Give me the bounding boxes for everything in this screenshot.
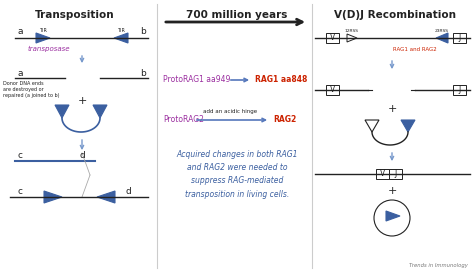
Text: J: J bbox=[459, 33, 461, 42]
Text: +: + bbox=[387, 186, 397, 196]
Text: transposase: transposase bbox=[28, 46, 71, 52]
Text: RAG1 aa848: RAG1 aa848 bbox=[255, 76, 307, 85]
Text: a: a bbox=[17, 27, 23, 36]
Text: V: V bbox=[330, 85, 336, 94]
Polygon shape bbox=[36, 33, 50, 43]
Text: 700 million years: 700 million years bbox=[186, 10, 288, 20]
Polygon shape bbox=[386, 211, 400, 221]
Text: 23RSS: 23RSS bbox=[435, 29, 449, 33]
FancyBboxPatch shape bbox=[454, 85, 466, 95]
Text: TIR: TIR bbox=[39, 27, 47, 32]
Text: Donor DNA ends
are destroyed or
repaired (a joined to b): Donor DNA ends are destroyed or repaired… bbox=[3, 81, 60, 98]
Text: V: V bbox=[380, 169, 386, 178]
Text: c: c bbox=[18, 152, 22, 160]
Text: c: c bbox=[18, 187, 22, 196]
FancyBboxPatch shape bbox=[327, 85, 339, 95]
Text: d: d bbox=[125, 187, 131, 196]
FancyBboxPatch shape bbox=[376, 169, 390, 179]
Text: TIR: TIR bbox=[117, 27, 125, 32]
Text: Trends in Immunology: Trends in Immunology bbox=[409, 263, 468, 268]
Text: b: b bbox=[140, 27, 146, 36]
Text: b: b bbox=[140, 69, 146, 78]
Text: +: + bbox=[387, 104, 397, 114]
Circle shape bbox=[374, 200, 410, 236]
Text: ProtoRAG1 aa949: ProtoRAG1 aa949 bbox=[163, 76, 230, 85]
Polygon shape bbox=[347, 34, 357, 42]
Text: V(D)J Recombination: V(D)J Recombination bbox=[334, 10, 456, 20]
FancyBboxPatch shape bbox=[390, 169, 402, 179]
FancyBboxPatch shape bbox=[327, 33, 339, 43]
Text: J: J bbox=[459, 85, 461, 94]
Text: Acquired changes in both RAG1
and RAG2 were needed to
suppress RAG-mediated
tran: Acquired changes in both RAG1 and RAG2 w… bbox=[176, 150, 298, 199]
Polygon shape bbox=[93, 105, 107, 118]
Text: RAG1 and RAG2: RAG1 and RAG2 bbox=[393, 47, 437, 52]
Text: ProtoRAG2: ProtoRAG2 bbox=[163, 116, 204, 125]
Text: +: + bbox=[77, 96, 87, 106]
Polygon shape bbox=[436, 33, 448, 43]
Polygon shape bbox=[365, 120, 379, 132]
Polygon shape bbox=[114, 33, 128, 43]
Polygon shape bbox=[97, 191, 115, 203]
Text: a: a bbox=[17, 69, 23, 78]
Text: V: V bbox=[330, 33, 336, 42]
Text: d: d bbox=[79, 152, 85, 160]
Polygon shape bbox=[55, 105, 69, 118]
FancyBboxPatch shape bbox=[454, 33, 466, 43]
Polygon shape bbox=[44, 191, 62, 203]
Text: 12RSS: 12RSS bbox=[345, 29, 359, 33]
Text: RAG2: RAG2 bbox=[273, 116, 296, 125]
Text: J: J bbox=[395, 169, 397, 178]
Text: Transposition: Transposition bbox=[35, 10, 115, 20]
Text: add an acidic hinge: add an acidic hinge bbox=[203, 109, 257, 114]
Polygon shape bbox=[401, 120, 415, 132]
